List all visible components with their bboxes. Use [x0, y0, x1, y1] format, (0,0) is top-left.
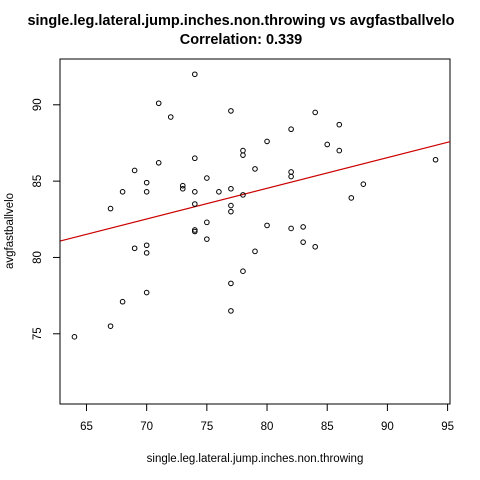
- data-point-8: [143, 250, 150, 256]
- data-point-46: [300, 224, 306, 230]
- data-point-24: [204, 219, 210, 226]
- data-point-32: [228, 108, 234, 114]
- data-point-11: [143, 179, 150, 186]
- regression-line: [59, 141, 451, 242]
- data-point-37: [252, 248, 258, 255]
- data-point-49: [324, 141, 331, 148]
- data-point-4: [119, 189, 126, 195]
- data-point-31: [228, 185, 234, 192]
- x-tick-label-80: 80: [261, 421, 274, 433]
- chart-title: single.leg.lateral.jump.inches.non.throw…: [27, 13, 454, 29]
- data-point-13: [155, 100, 162, 107]
- data-point-12: [155, 160, 162, 166]
- data-point-34: [240, 192, 246, 198]
- data-point-15: [179, 185, 186, 192]
- x-tick-label-90: 90: [381, 421, 394, 433]
- x-tick-label-65: 65: [80, 421, 93, 433]
- data-point-39: [264, 222, 270, 229]
- data-point-16: [179, 182, 186, 189]
- x-tick-label-85: 85: [321, 421, 334, 433]
- data-point-40: [264, 138, 270, 145]
- data-point-9: [143, 242, 150, 249]
- data-point-20: [192, 189, 198, 195]
- data-point-27: [228, 308, 234, 314]
- chart-subtitle: Correlation: 0.339: [180, 32, 303, 48]
- data-point-7: [143, 289, 150, 296]
- data-point-35: [240, 152, 246, 158]
- y-tick-label-85: 85: [32, 175, 44, 188]
- data-point-26: [216, 189, 222, 195]
- data-point-54: [432, 156, 439, 163]
- data-point-36: [240, 147, 246, 154]
- data-point-21: [192, 155, 198, 162]
- plot-frame: [59, 58, 451, 405]
- y-axis-label: avgfastballvelo: [4, 193, 16, 269]
- data-point-45: [300, 239, 306, 245]
- data-point-47: [312, 243, 318, 250]
- y-tick-label-75: 75: [32, 327, 44, 340]
- data-point-43: [288, 169, 294, 175]
- data-point-1: [107, 323, 114, 329]
- y-tick-label-80: 80: [32, 251, 44, 264]
- points-layer: [71, 71, 439, 340]
- data-point-28: [228, 280, 234, 287]
- y-axis: 75 80 85 90: [32, 98, 61, 340]
- data-point-53: [360, 181, 367, 187]
- data-point-10: [143, 189, 150, 195]
- data-point-38: [252, 166, 258, 172]
- data-point-22: [192, 71, 198, 78]
- data-point-6: [131, 167, 138, 174]
- data-point-14: [167, 114, 174, 120]
- x-tick-label-95: 95: [441, 421, 454, 433]
- x-tick-label-70: 70: [140, 421, 153, 433]
- data-point-30: [228, 202, 234, 209]
- x-tick-label-75: 75: [200, 421, 213, 433]
- x-axis-label: single.leg.lateral.jump.inches.non.throw…: [147, 453, 364, 465]
- data-point-50: [336, 147, 343, 154]
- x-axis: 65 70 75 80 85 90 95: [80, 403, 454, 433]
- data-point-18: [192, 227, 198, 233]
- data-point-52: [348, 195, 355, 201]
- data-point-48: [312, 109, 318, 116]
- data-point-19: [192, 201, 198, 207]
- data-point-51: [336, 121, 343, 128]
- data-point-2: [107, 205, 114, 212]
- data-point-29: [228, 208, 234, 215]
- y-tick-label-90: 90: [32, 98, 44, 111]
- data-point-25: [204, 175, 210, 181]
- data-point-41: [288, 225, 294, 232]
- fit-line-layer: [59, 141, 451, 242]
- data-point-3: [119, 298, 126, 305]
- data-point-42: [288, 173, 294, 180]
- data-point-0: [71, 334, 78, 340]
- data-point-5: [131, 245, 138, 252]
- data-point-23: [204, 236, 210, 242]
- data-point-33: [240, 268, 246, 274]
- data-point-44: [288, 126, 294, 133]
